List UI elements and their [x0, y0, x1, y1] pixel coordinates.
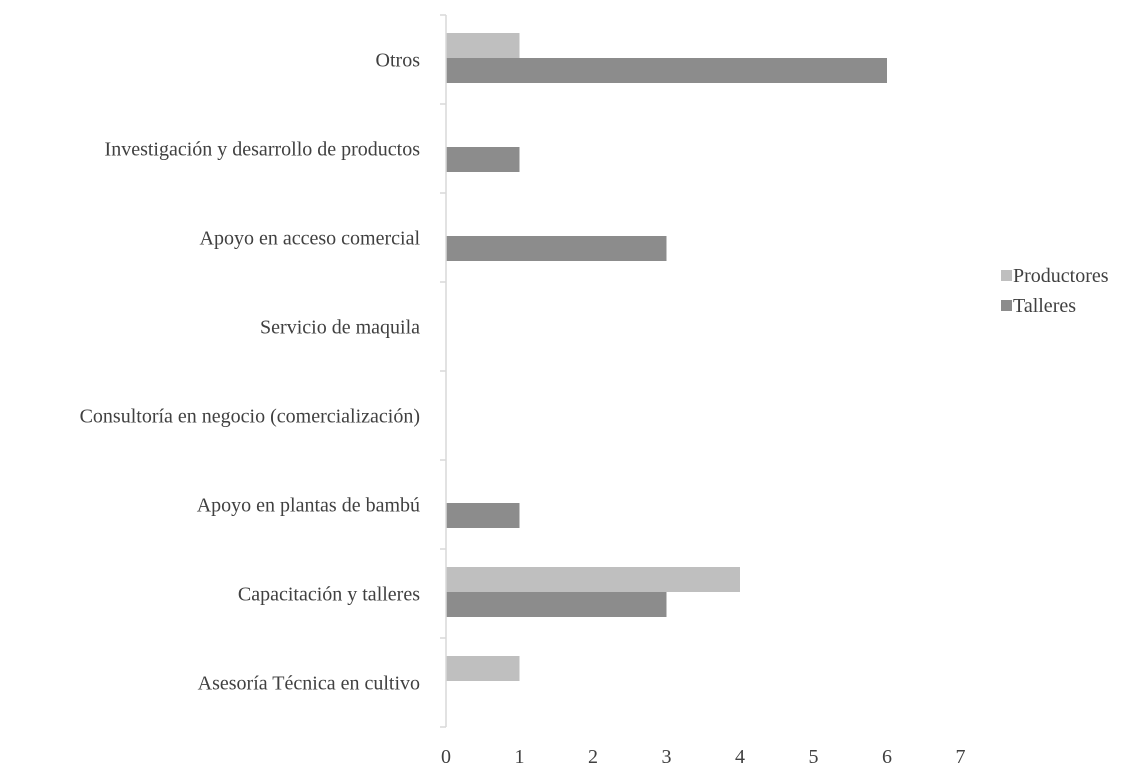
bar-talleres-0 — [446, 58, 887, 83]
legend-swatch-productores — [1001, 270, 1012, 281]
category-label: Consultoría en negocio (comercialización… — [80, 406, 420, 428]
legend-label: Talleres — [1013, 295, 1076, 317]
category-label: Apoyo en plantas de bambú — [197, 495, 420, 517]
legend: Productores Talleres — [1001, 265, 1109, 317]
bar-productores-7 — [446, 656, 520, 681]
bar-talleres-5 — [446, 503, 520, 528]
bar-productores-0 — [446, 33, 520, 58]
tick-label: 1 — [515, 746, 525, 765]
category-label: Apoyo en acceso comercial — [200, 228, 421, 250]
bars-layer — [446, 33, 887, 681]
category-label: Investigación y desarrollo de productos — [105, 139, 421, 161]
tick-label: 6 — [882, 746, 892, 765]
tick-label: 7 — [956, 746, 966, 765]
category-labels: Otros Investigación y desarrollo de produ… — [80, 50, 421, 695]
bar-talleres-1 — [446, 147, 520, 172]
bar-talleres-6 — [446, 592, 667, 617]
category-label: Asesoría Técnica en cultivo — [198, 673, 420, 695]
category-label: Capacitación y talleres — [238, 584, 420, 606]
legend-swatch-talleres — [1001, 300, 1012, 311]
category-axis — [440, 14, 447, 728]
tick-label: 4 — [735, 746, 745, 765]
tick-label: 0 — [441, 746, 451, 765]
tick-label: 2 — [588, 746, 598, 765]
tick-label: 3 — [662, 746, 672, 765]
category-label: Otros — [376, 50, 421, 72]
bar-talleres-2 — [446, 236, 667, 261]
tick-label: 5 — [809, 746, 819, 765]
legend-label: Productores — [1013, 265, 1109, 287]
category-label: Servicio de maquila — [260, 317, 420, 339]
value-tick-labels: 0 1 2 3 4 5 6 7 — [441, 746, 966, 765]
bar-productores-6 — [446, 567, 740, 592]
